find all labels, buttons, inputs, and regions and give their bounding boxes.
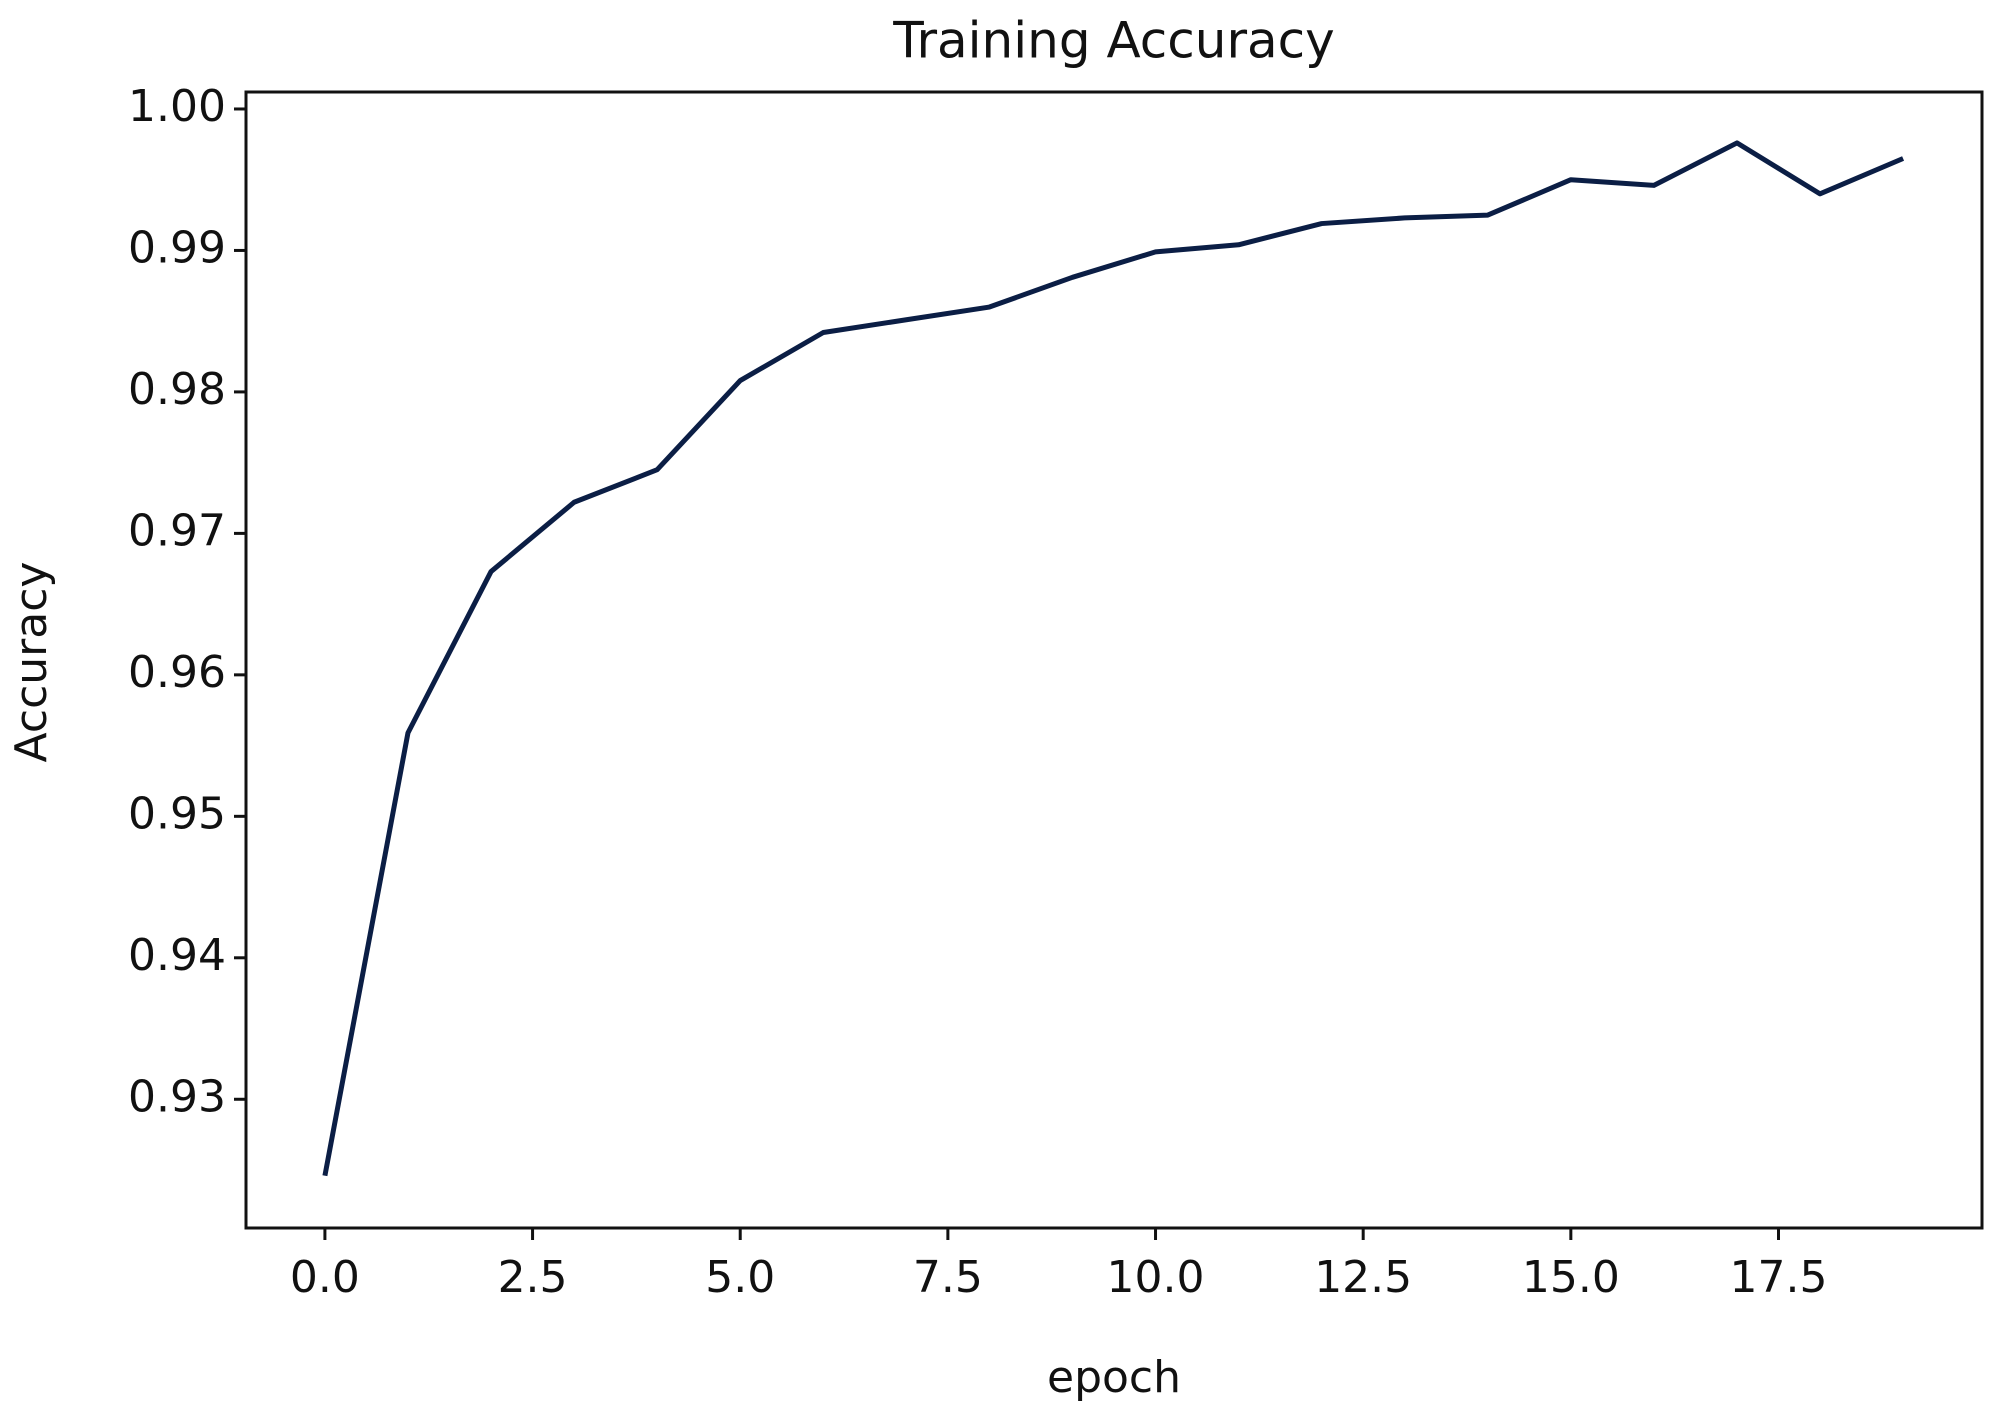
- y-tick-label: 0.97: [128, 505, 226, 556]
- x-tick-label: 10.0: [1107, 1252, 1205, 1303]
- x-tick-label: 0.0: [290, 1252, 360, 1303]
- chart-title: Training Accuracy: [892, 12, 1334, 70]
- x-axis-label: epoch: [1047, 1352, 1181, 1403]
- y-tick-label: 0.98: [128, 364, 226, 415]
- y-tick-label: 0.94: [128, 930, 226, 981]
- plot-frame: [244, 90, 1984, 1230]
- y-tick-label: 0.93: [128, 1071, 226, 1122]
- y-tick-label: 0.99: [128, 222, 226, 273]
- y-tick-label: 1.00: [128, 81, 226, 132]
- data-line: [322, 140, 1905, 1177]
- x-tick-label: 7.5: [913, 1252, 983, 1303]
- x-tick-label: 17.5: [1730, 1252, 1828, 1303]
- y-axis-label: Accuracy: [6, 562, 57, 763]
- x-tick-label: 12.5: [1314, 1252, 1412, 1303]
- x-tick-label: 2.5: [498, 1252, 568, 1303]
- x-tick-label: 5.0: [705, 1252, 775, 1303]
- y-tick-label: 0.96: [128, 647, 226, 698]
- y-tick-label: 0.95: [128, 788, 226, 839]
- x-tick-label: 15.0: [1522, 1252, 1620, 1303]
